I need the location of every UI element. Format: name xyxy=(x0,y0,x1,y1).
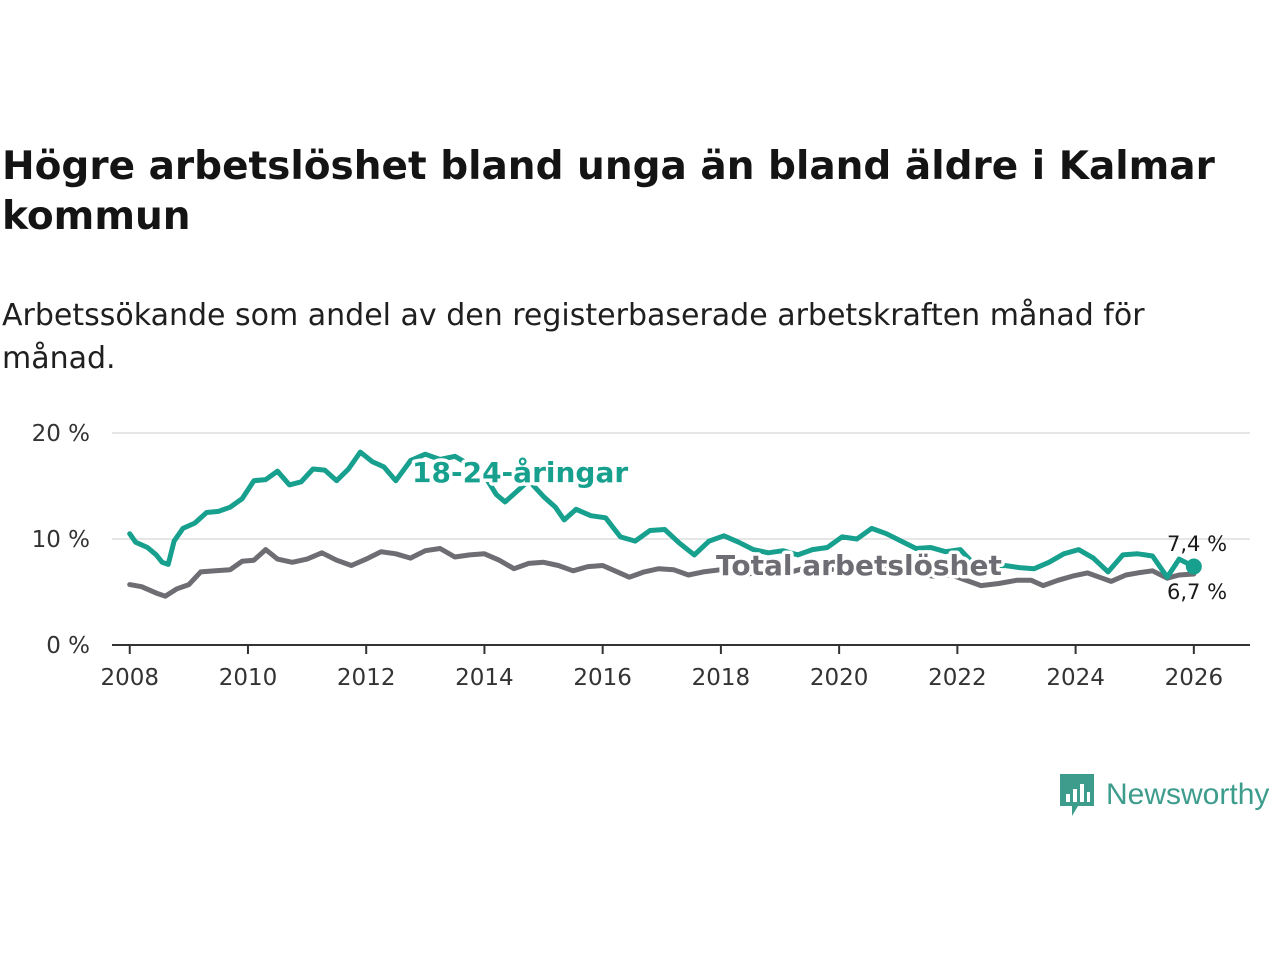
line-chart: 0 % 10 % 20 % 2008 2010 2012 2014 2016 2018 2020 2… xyxy=(32,421,1250,691)
x-tick-label: 2020 xyxy=(810,665,869,691)
newsworthy-logo-icon xyxy=(1060,774,1094,816)
newsworthy-logo-text: Newsworthy xyxy=(1106,778,1270,811)
x-tick-label: 2012 xyxy=(337,665,396,691)
y-tick-label: 20 % xyxy=(32,421,90,447)
axes: 0 % 10 % 20 % 2008 2010 2012 2014 2016 2018 2020 2… xyxy=(32,421,1250,691)
series-line-18-24 xyxy=(127,449,1197,580)
newsworthy-logo: Newsworthy xyxy=(1058,772,1269,818)
end-label-18-24: 7,4 % xyxy=(1167,532,1227,556)
series-label-18-24: 18-24-åringar xyxy=(412,456,628,489)
end-point-18-24 xyxy=(1185,558,1202,575)
x-tick-label: 2008 xyxy=(100,665,159,691)
y-tick-label: 0 % xyxy=(46,633,90,659)
end-label-total: 6,7 % xyxy=(1167,580,1227,604)
x-tick-label: 2010 xyxy=(219,665,278,691)
series-lines xyxy=(127,449,1202,599)
x-tick-label: 2026 xyxy=(1165,665,1224,691)
chart-subtitle: Arbetssökande som andel av den registerb… xyxy=(2,298,1145,376)
x-tick-label: 2016 xyxy=(573,665,632,691)
series-line-total xyxy=(127,546,1197,599)
x-tick-label: 2022 xyxy=(928,665,987,691)
x-tick-label: 2024 xyxy=(1046,665,1105,691)
series-label-total: Total arbetslöshet xyxy=(716,549,1002,582)
x-tick-label: 2018 xyxy=(692,665,751,691)
y-tick-label: 10 % xyxy=(32,527,90,553)
x-tick-label: 2014 xyxy=(455,665,514,691)
grid-lines xyxy=(112,432,1250,540)
chart-title: Högre arbetslöshet bland unga än bland ä… xyxy=(2,144,1215,239)
series-labels: 18-24-åringar Total arbetslöshet 7,4 % 6,7 … xyxy=(409,453,1228,605)
